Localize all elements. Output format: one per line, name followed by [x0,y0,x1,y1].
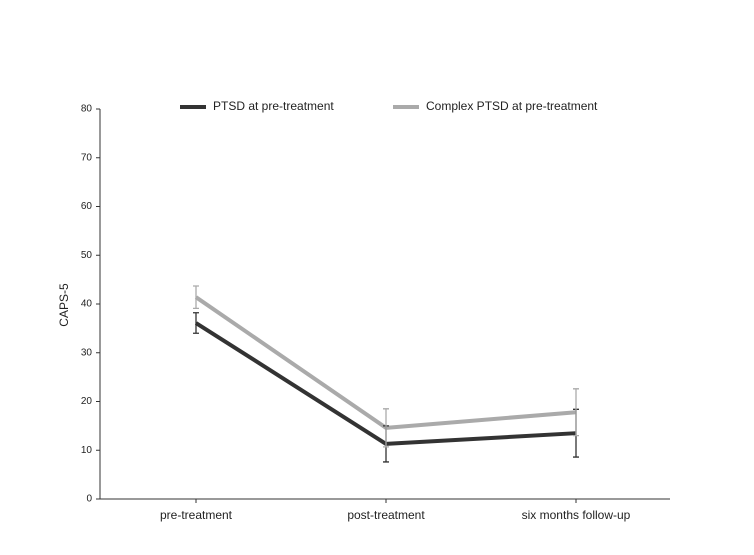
error-bar [193,312,199,334]
error-bar [193,285,199,310]
y-tick-label: 70 [81,152,93,163]
y-tick-label: 80 [81,104,93,115]
y-tick-label: 50 [81,250,93,261]
y-tick-label: 0 [86,494,92,505]
error-bar [383,408,389,448]
y-tick-label: 10 [81,445,93,456]
x-tick-label: pre-treatment [160,508,233,522]
x-tick-label: post-treatment [347,508,425,522]
y-tick-label: 20 [81,396,93,407]
y-tick-label: 40 [81,299,93,310]
x-tick-label: six months follow-up [522,508,631,522]
y-axis-label: CAPS-5 [57,283,71,327]
error-bar [573,388,579,437]
legend-label: PTSD at pre-treatment [213,99,334,113]
y-tick-label: 60 [81,201,93,212]
legend-label: Complex PTSD at pre-treatment [426,99,598,113]
y-tick-label: 30 [81,347,93,358]
